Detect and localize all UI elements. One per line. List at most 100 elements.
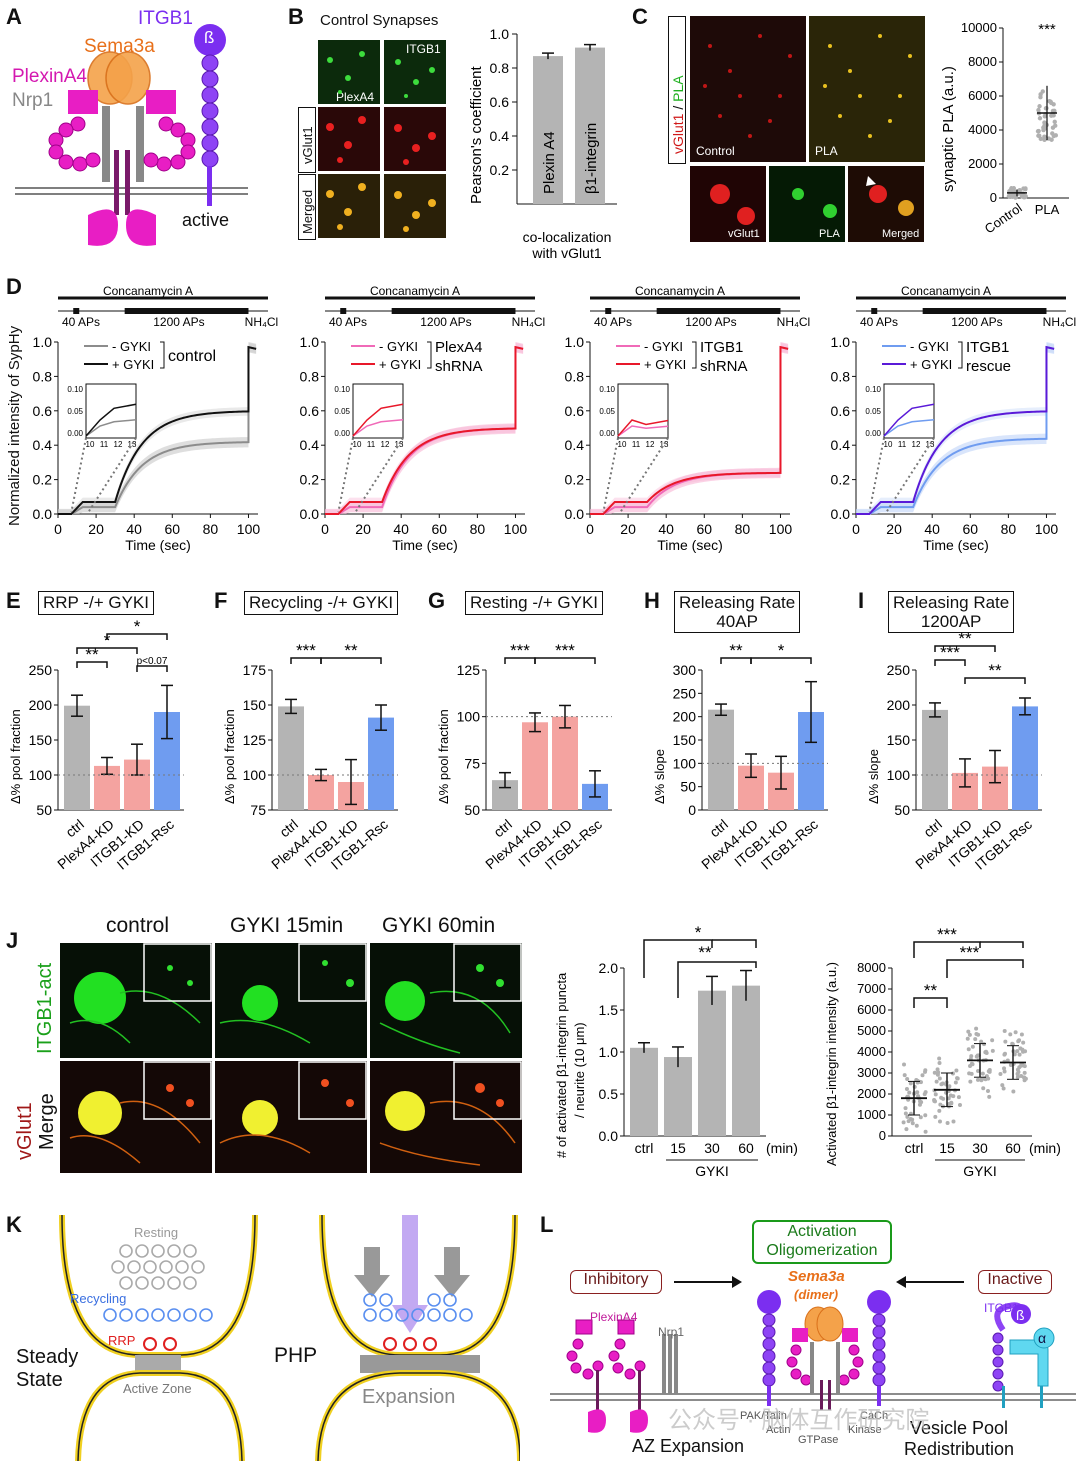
c-category-label: Control xyxy=(982,200,1025,236)
d-40ap-block xyxy=(871,308,878,314)
d-inset-trace-plus xyxy=(617,419,669,437)
j2-ytick-label: 6000 xyxy=(857,1002,886,1017)
j2-ytick-label: 4000 xyxy=(857,1044,886,1059)
j1-ylabel-1: # of activated β1-integrin puncta xyxy=(554,972,569,1158)
chart-d2: Concanamycin A 40 APs 1200 APs NH₄Cl 0.0 0.2 0… xyxy=(300,284,546,553)
e-ytick-label: 50 xyxy=(36,802,52,818)
k-active-zone-label: Active Zone xyxy=(123,1381,192,1396)
g-title: Resting -/+ GYKI xyxy=(465,591,604,615)
j2-point xyxy=(937,1108,942,1113)
j2-point xyxy=(1005,1058,1010,1063)
panel-l-diagram xyxy=(550,1276,1076,1433)
j1-bar xyxy=(732,985,760,1136)
i-sig-3-bracket xyxy=(964,677,1026,684)
e-sig-2: * xyxy=(104,631,111,650)
d-inset-xtick-label: 12 xyxy=(912,440,921,449)
j2-point xyxy=(907,1090,912,1095)
c-category-label: PLA xyxy=(1035,202,1060,217)
c-inset-pla: PLA xyxy=(769,166,845,242)
i-title: Releasing Rate 1200AP xyxy=(888,591,1015,633)
j2-point xyxy=(980,1071,985,1076)
d-xtick-label: 20 xyxy=(620,521,636,537)
j2-gyki-label: GYKI xyxy=(963,1163,996,1179)
d-xtick-label: 60 xyxy=(431,521,447,537)
d-inset-xtick-label: 13 xyxy=(395,440,404,449)
c-ytick-label: 2000 xyxy=(968,156,997,171)
j2-point xyxy=(903,1111,908,1116)
d-legend-minus: - GYKI xyxy=(644,339,683,354)
l-vesicle-pool-label: Vesicle Pool Redistribution xyxy=(904,1418,1015,1459)
j2-point xyxy=(910,1121,915,1126)
b-bar xyxy=(575,47,605,204)
chart-i: 50100150200250ctrlPlexA4-KDITGB1-KDITGB1… xyxy=(866,629,1042,873)
d-nh4cl-label: NH₄Cl xyxy=(512,315,546,329)
l-cach-label: CaCh xyxy=(860,1410,889,1422)
j2-point xyxy=(923,1090,928,1095)
f-title: Recycling -/+ GYKI xyxy=(244,591,399,615)
c-significance: *** xyxy=(1038,21,1056,38)
watermark: 公众号 · 脑体互作研究院 xyxy=(668,1407,930,1434)
d-legend-bracket xyxy=(692,341,697,369)
j1-ytick-label: 0.5 xyxy=(599,1086,619,1102)
d-40ap-label: 40 APs xyxy=(594,315,632,329)
i-ylabel: Δ% slope xyxy=(866,749,881,804)
chart-b: 0.2 0.4 0.6 0.8 1.0 Plexin A4 β1-integrin Pears… xyxy=(468,26,617,261)
i-sig-3: ** xyxy=(988,661,1002,680)
d-ytick-label: 0.4 xyxy=(300,437,320,453)
d-inset-xtick-label: 10 xyxy=(884,440,893,449)
d-inset-xtick-label: 10 xyxy=(86,440,95,449)
c-point xyxy=(1011,186,1017,191)
j2-point xyxy=(985,1088,990,1093)
panel-letter-l: L xyxy=(540,1212,554,1237)
d-xtick-label: 20 xyxy=(355,521,371,537)
j2-point xyxy=(933,1114,938,1119)
j2-category-label: 15 xyxy=(939,1140,955,1156)
j2-point xyxy=(990,1048,995,1053)
h-ytick-label: 300 xyxy=(673,662,697,678)
d-1200ap-label: 1200 APs xyxy=(951,315,1002,329)
j2-point xyxy=(937,1056,942,1061)
f-ytick-label: 150 xyxy=(243,697,267,713)
d-40ap-block xyxy=(340,308,347,314)
b-merged-image-2 xyxy=(384,174,446,238)
c-ytick-label: 8000 xyxy=(968,54,997,69)
j1-bar xyxy=(698,990,726,1136)
j-row1-label: ITGB1-act xyxy=(34,962,56,1054)
j2-sig-bracket-1 xyxy=(913,941,981,958)
panel-letter-f: F xyxy=(214,588,228,613)
h-ytick-label: 50 xyxy=(680,779,696,795)
j2-category-label: 30 xyxy=(972,1140,988,1156)
d-legend-bracket xyxy=(958,341,963,369)
j2-point xyxy=(1012,1052,1017,1057)
j2-point xyxy=(1015,1049,1020,1054)
k-php-label: PHP xyxy=(274,1344,318,1367)
f-sig-1: *** xyxy=(296,641,316,660)
j1-sig-2: ** xyxy=(698,943,712,962)
c-ytick-label: 6000 xyxy=(968,88,997,103)
j2-point xyxy=(937,1060,942,1065)
d-1200ap-block xyxy=(922,308,1047,314)
d-inset-frame xyxy=(617,383,669,439)
d-trace-minus-gyki xyxy=(856,345,1055,515)
f-bar xyxy=(368,717,394,810)
d-xtick-label: 100 xyxy=(1035,521,1059,537)
d-error-band-minus xyxy=(590,342,789,514)
j2-point xyxy=(968,1079,973,1084)
j2-ytick-label: 7000 xyxy=(857,981,886,996)
a-itgb1-label: ITGB1 xyxy=(138,8,193,29)
d-trace-plus-gyki xyxy=(58,345,257,515)
j2-point xyxy=(979,1039,984,1044)
a-sema3a-label: Sema3a xyxy=(84,36,155,57)
e-ytick-label: 200 xyxy=(29,697,53,713)
j2-point xyxy=(914,1123,919,1128)
d-group-label-1: PlexA4 xyxy=(435,339,483,356)
h-ytick-label: 150 xyxy=(673,732,697,748)
j2-point xyxy=(967,1071,972,1076)
c-ylabel: vGlut1 / PLA xyxy=(670,75,686,154)
d-error-band-plus xyxy=(590,342,789,514)
d-inset-xtick-label: 10 xyxy=(353,440,362,449)
e-sig-4: p<0.07 xyxy=(137,656,168,667)
d-ytick-label: 0.4 xyxy=(565,437,585,453)
j2-point xyxy=(953,1080,958,1085)
l-inhibitory-box: Inhibitory xyxy=(570,1270,662,1294)
